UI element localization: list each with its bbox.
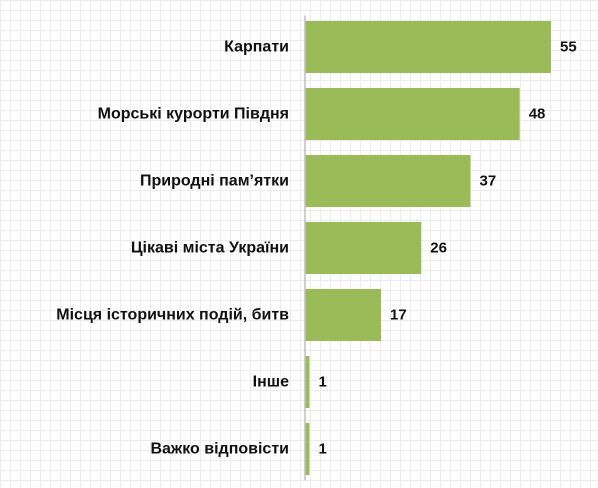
bar (305, 155, 471, 207)
bar (305, 423, 310, 475)
labels-group: Карпати 55 Морські курорти Півдня 48 Природн… (56, 39, 576, 458)
bar (305, 21, 551, 73)
value-label: 37 (479, 173, 496, 190)
category-label: Важко відповісти (150, 441, 289, 458)
category-label: Цікаві міста України (131, 240, 289, 257)
bars-group (305, 21, 551, 475)
bar (305, 289, 382, 341)
value-label: 1 (318, 441, 326, 458)
category-label: Морські курорти Півдня (98, 106, 289, 123)
bar (305, 356, 310, 408)
value-label: 48 (529, 106, 546, 123)
category-label: Місця історичних подій, битв (56, 307, 289, 324)
category-label: Природні пам’ятки (140, 173, 289, 190)
value-label: 26 (430, 240, 447, 257)
value-label: 55 (560, 39, 577, 56)
value-label: 1 (318, 374, 326, 391)
category-label: Інше (253, 374, 289, 391)
bar (305, 88, 520, 140)
bar (305, 222, 422, 274)
category-label: Карпати (224, 39, 289, 56)
value-label: 17 (390, 307, 407, 324)
